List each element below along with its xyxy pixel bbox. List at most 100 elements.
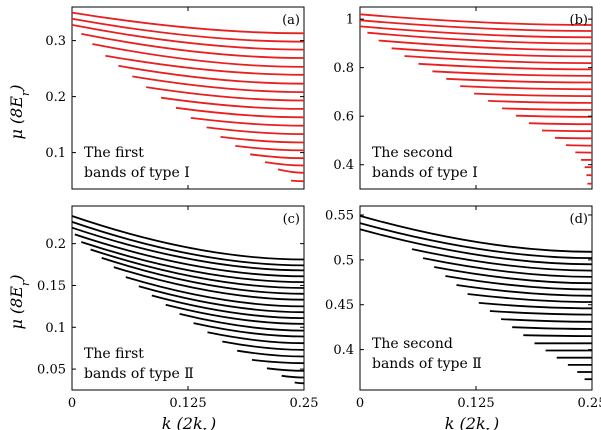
band-line-10: [478, 302, 593, 310]
band-line-13: [179, 313, 305, 332]
y-axis-label-bottom: μ (8Er): [7, 274, 32, 329]
y-tick-label: 0.2: [45, 237, 66, 252]
band-line-12: [501, 318, 593, 323]
band-line-20: [281, 374, 305, 379]
y-tick-label: 0.55: [325, 208, 354, 223]
y-tick-label: 0.3: [45, 34, 66, 49]
band-line-11: [489, 310, 593, 316]
band-line-14: [220, 136, 305, 144]
y-tick-label: 0.6: [333, 110, 354, 125]
x-tick-label: 0.125: [169, 396, 206, 411]
svg-text:k (2kL): k (2kL): [162, 414, 216, 430]
band-line-6: [105, 54, 305, 76]
y-tick-label: 0.4: [333, 343, 354, 358]
band-line-8: [113, 266, 305, 301]
band-line-15: [515, 114, 593, 118]
annotation-line-2: bands of type I: [372, 165, 478, 181]
band-line-2: [71, 17, 305, 43]
band-line-18: [554, 136, 593, 140]
band-line-1: [71, 11, 305, 35]
x-tick-label: 0: [68, 396, 76, 411]
band-line-1: [359, 215, 593, 253]
panel-a: 0.1 0.2 0.3 (a) The first bands of type I: [45, 6, 305, 190]
band-line-2: [359, 222, 593, 259]
x-tick-label: 0.25: [290, 396, 319, 411]
panel-d: 0.4 0.45 0.5 0.55 0 0.125 0.25 (d) The second ban…: [325, 205, 601, 411]
band-line-2: [71, 221, 305, 267]
band-line-5: [378, 39, 593, 52]
band-line-8: [456, 284, 593, 297]
annotation-line-2: bands of type Ⅱ: [84, 366, 194, 382]
panel-c: 0.05 0.1 0.15 0.2 0 0.125 0.25 (c) The first band…: [37, 205, 319, 411]
band-line-11: [151, 294, 305, 319]
y-tick-label: 0.15: [37, 279, 66, 294]
band-line-3: [359, 228, 593, 266]
band-line-7: [445, 275, 593, 291]
band-line-16: [222, 340, 305, 351]
band-line-3: [359, 25, 593, 39]
band-line-9: [467, 293, 593, 303]
band-line-12: [190, 117, 305, 127]
band-line-16: [528, 122, 593, 126]
band-line-5: [422, 257, 593, 278]
band-line-15: [235, 145, 305, 152]
x-tick-label: 0.125: [457, 396, 494, 411]
annotation-line-2: bands of type I: [84, 165, 190, 181]
band-line-9: [146, 86, 305, 102]
band-line-4: [367, 31, 593, 45]
band-line-8: [132, 75, 305, 93]
band-line-16: [250, 153, 305, 160]
band-line-6: [434, 266, 593, 285]
annotation-line-1: The second: [372, 145, 453, 161]
band-line-15: [207, 331, 305, 345]
plot-frame: [71, 6, 305, 190]
band-line-8: [418, 62, 593, 71]
y-tick-label: 0.1: [45, 146, 66, 161]
band-line-5: [92, 43, 305, 68]
y-tick-label: 0.05: [37, 363, 66, 378]
y-tick-label: 0.45: [325, 298, 354, 313]
panel-label: (d): [570, 212, 588, 227]
band-line-13: [512, 326, 593, 330]
band-line-21: [294, 381, 305, 385]
band-line-5: [81, 241, 305, 283]
band-line-17: [237, 349, 305, 358]
x-axis-label-left: k (2kL): [162, 414, 216, 430]
band-line-18: [251, 359, 305, 365]
band-line-13: [488, 100, 593, 104]
band-line-7: [118, 64, 305, 85]
band-line-3: [71, 226, 305, 272]
band-line-2: [359, 19, 593, 32]
band-line-9: [432, 70, 593, 77]
band-line-11: [460, 85, 593, 91]
panel-label: (c): [283, 212, 300, 227]
panel-label: (a): [282, 13, 300, 28]
band-line-12: [474, 92, 593, 97]
band-line-14: [193, 322, 305, 338]
annotation-line-2: bands of type Ⅱ: [372, 356, 482, 372]
annotation-line-1: The second: [372, 336, 453, 352]
annotation-line-1: The first: [84, 346, 144, 362]
band-line-7: [101, 257, 305, 295]
annotation-line-1: The first: [84, 145, 144, 161]
band-line-9: [125, 276, 305, 308]
y-tick-label: 0.4: [333, 158, 354, 173]
y-axis-label-top: μ (8Er): [7, 84, 32, 139]
band-line-3: [71, 24, 305, 51]
y-tick-label: 0.1: [45, 321, 66, 336]
y-tick-label: 0.8: [333, 61, 354, 76]
svg-text:k (2kL): k (2kL): [445, 414, 499, 430]
x-tick-label: 0.25: [578, 396, 601, 411]
band-line-12: [165, 303, 305, 325]
band-line-10: [446, 77, 593, 84]
y-tick-label: 1: [346, 13, 354, 28]
band-line-4: [74, 233, 305, 278]
band-line-1: [359, 13, 593, 26]
band-line-19: [290, 179, 305, 183]
band-line-17: [264, 161, 305, 167]
band-line-10: [138, 285, 305, 314]
band-line-7: [404, 55, 593, 64]
y-tick-label: 0.5: [333, 253, 354, 268]
band-line-17: [541, 129, 593, 133]
